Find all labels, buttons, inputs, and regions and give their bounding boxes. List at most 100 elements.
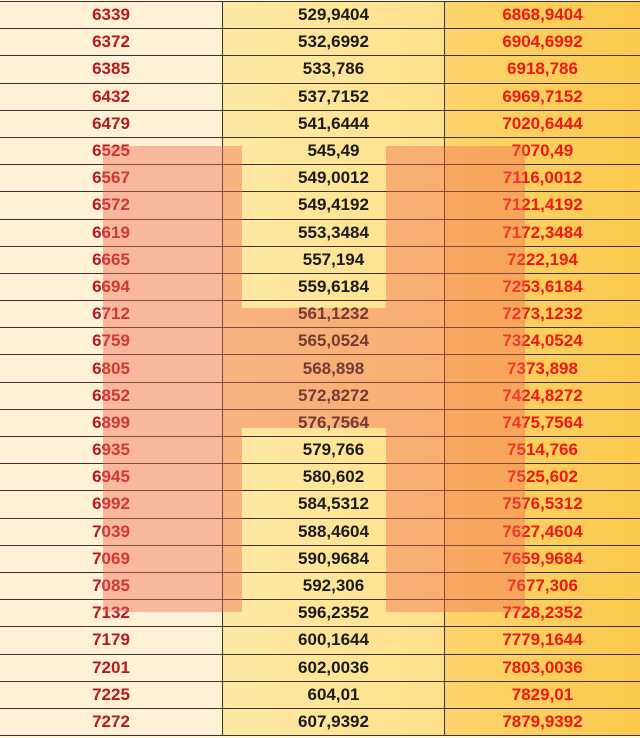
increment-cell: 549,4192 — [222, 191, 445, 220]
total-cell: 6868,9404 — [444, 0, 640, 30]
increment-cell: 559,6184 — [222, 272, 445, 302]
table-row: 7085 592,306 7677,306 — [0, 571, 640, 601]
value-cell: 6945 — [0, 463, 223, 492]
table-row: 6852 572,8272 7424,8272 — [0, 381, 640, 410]
value-cell: 6899 — [0, 408, 223, 438]
value-cell: 6665 — [0, 245, 223, 274]
table-row: 6385 533,786 6918,786 — [0, 55, 640, 84]
value-cell: 6567 — [0, 164, 223, 193]
table-row: 6935 579,766 7514,766 — [0, 435, 640, 465]
total-cell: 7514,766 — [444, 435, 640, 465]
increment-cell: 572,8272 — [222, 381, 445, 410]
total-cell: 7576,5312 — [444, 490, 640, 519]
increment-cell: 557,194 — [222, 245, 445, 274]
value-cell: 7179 — [0, 626, 223, 655]
total-cell: 7172,3484 — [444, 218, 640, 247]
total-cell: 7273,1232 — [444, 300, 640, 329]
table-row: 6479 541,6444 7020,6444 — [0, 109, 640, 138]
increment-cell: 579,766 — [222, 435, 445, 465]
total-cell: 7222,194 — [444, 245, 640, 274]
table-row: 7069 590,9684 7659,9684 — [0, 544, 640, 573]
value-cell: 6935 — [0, 435, 223, 465]
increment-cell: 533,786 — [222, 55, 445, 84]
total-cell: 7253,6184 — [444, 272, 640, 302]
total-cell: 7829,01 — [444, 680, 640, 709]
table-row: 6805 568,898 7373,898 — [0, 354, 640, 383]
value-cell: 6805 — [0, 354, 223, 383]
increment-cell: 532,6992 — [222, 28, 445, 57]
value-cell: 6372 — [0, 28, 223, 57]
table-row: 6694 559,6184 7253,6184 — [0, 272, 640, 302]
value-cell: 7132 — [0, 599, 223, 628]
total-cell: 7659,9684 — [444, 544, 640, 573]
value-cell: 6525 — [0, 136, 223, 166]
total-cell: 7070,49 — [444, 136, 640, 166]
increment-cell: 541,6444 — [222, 109, 445, 138]
increment-cell: 576,7564 — [222, 408, 445, 438]
value-cell: 6479 — [0, 109, 223, 138]
value-cell: 7069 — [0, 544, 223, 573]
value-cell: 7201 — [0, 653, 223, 682]
increment-cell: 549,0012 — [222, 164, 445, 193]
value-cell: 7039 — [0, 517, 223, 546]
table-row: 6567 549,0012 7116,0012 — [0, 164, 640, 193]
table-row: 7201 602,0036 7803,0036 — [0, 653, 640, 682]
table-row: 6525 545,49 7070,49 — [0, 136, 640, 166]
total-cell: 7121,4192 — [444, 191, 640, 220]
value-cell: 6759 — [0, 327, 223, 356]
increment-cell: 590,9684 — [222, 544, 445, 573]
increment-cell: 537,7152 — [222, 82, 445, 111]
value-cell: 7272 — [0, 707, 223, 737]
increment-cell: 545,49 — [222, 136, 445, 166]
table-row: 6945 580,602 7525,602 — [0, 463, 640, 492]
total-cell: 6969,7152 — [444, 82, 640, 111]
table-row: 6899 576,7564 7475,7564 — [0, 408, 640, 438]
table-row: 6665 557,194 7222,194 — [0, 245, 640, 274]
table-row: 7179 600,1644 7779,1644 — [0, 626, 640, 655]
value-cell: 6619 — [0, 218, 223, 247]
increment-cell: 584,5312 — [222, 490, 445, 519]
total-cell: 6918,786 — [444, 55, 640, 84]
value-cell: 6992 — [0, 490, 223, 519]
value-cell: 6572 — [0, 191, 223, 220]
table-row: 7272 607,9392 7879,9392 — [0, 707, 640, 737]
total-cell: 7373,898 — [444, 354, 640, 383]
table-row: 6712 561,1232 7273,1232 — [0, 300, 640, 329]
table-row: 6339 529,9404 6868,9404 — [0, 0, 640, 30]
total-cell: 7525,602 — [444, 463, 640, 492]
total-cell: 7879,9392 — [444, 707, 640, 737]
increment-cell: 607,9392 — [222, 707, 445, 737]
table-row: 7225 604,01 7829,01 — [0, 680, 640, 709]
table-row: 6619 553,3484 7172,3484 — [0, 218, 640, 247]
total-cell: 7020,6444 — [444, 109, 640, 138]
increment-cell: 604,01 — [222, 680, 445, 709]
total-cell: 7475,7564 — [444, 408, 640, 438]
total-cell: 7324,0524 — [444, 327, 640, 356]
table-row: 6372 532,6992 6904,6992 — [0, 28, 640, 57]
total-cell: 6904,6992 — [444, 28, 640, 57]
value-cell: 7085 — [0, 571, 223, 601]
total-cell: 7803,0036 — [444, 653, 640, 682]
value-cell: 6385 — [0, 55, 223, 84]
increment-cell: 529,9404 — [222, 0, 445, 30]
table-row: 6759 565,0524 7324,0524 — [0, 327, 640, 356]
total-cell: 7116,0012 — [444, 164, 640, 193]
table-row: 6432 537,7152 6969,7152 — [0, 82, 640, 111]
increment-cell: 580,602 — [222, 463, 445, 492]
value-cell: 7225 — [0, 680, 223, 709]
total-cell: 7677,306 — [444, 571, 640, 601]
increment-cell: 602,0036 — [222, 653, 445, 682]
increment-cell: 553,3484 — [222, 218, 445, 247]
total-cell: 7424,8272 — [444, 381, 640, 410]
table-row: 7039 588,4604 7627,4604 — [0, 517, 640, 546]
increment-cell: 596,2352 — [222, 599, 445, 628]
total-cell: 7779,1644 — [444, 626, 640, 655]
table-row: 7132 596,2352 7728,2352 — [0, 599, 640, 628]
increment-cell: 588,4604 — [222, 517, 445, 546]
value-cell: 6694 — [0, 272, 223, 302]
value-cell: 6712 — [0, 300, 223, 329]
increment-cell: 592,306 — [222, 571, 445, 601]
increment-cell: 565,0524 — [222, 327, 445, 356]
total-cell: 7627,4604 — [444, 517, 640, 546]
